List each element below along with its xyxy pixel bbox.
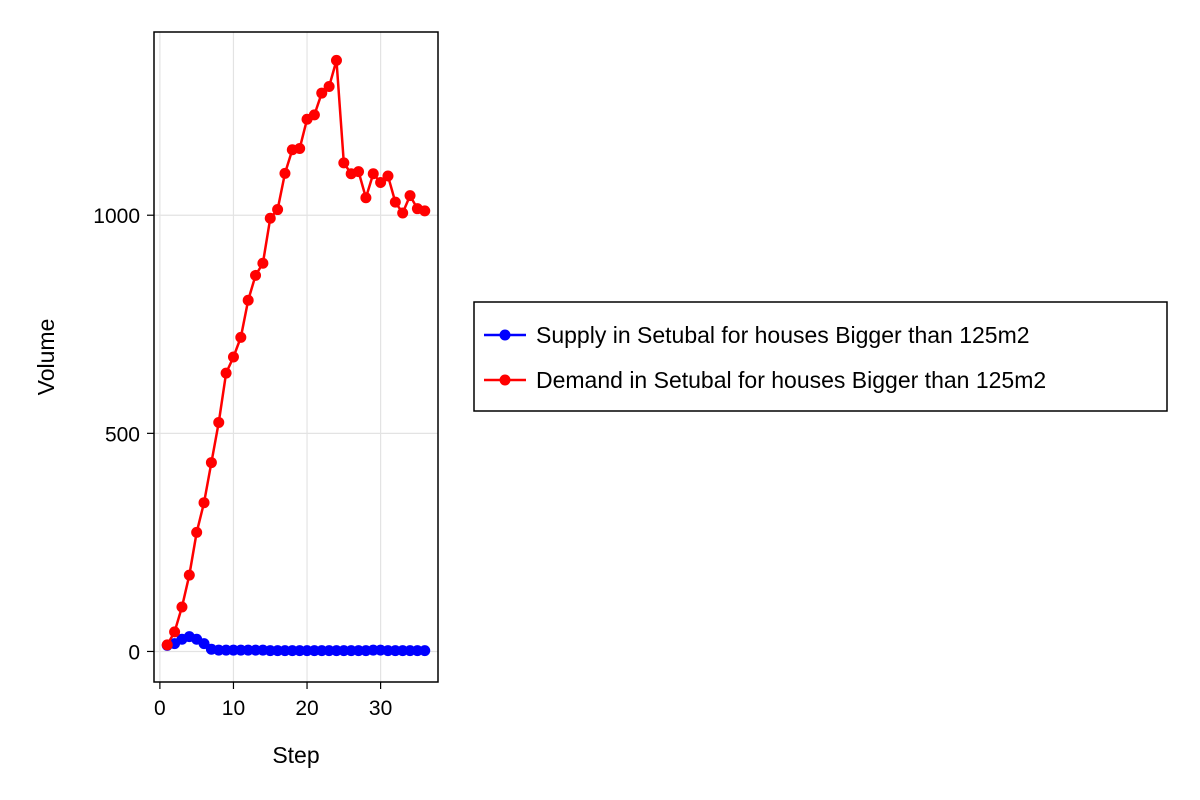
x-axis-label: Step (272, 742, 319, 768)
data-point (227, 351, 239, 363)
x-tick-label: 0 (154, 697, 166, 720)
data-point (235, 331, 247, 343)
legend: Supply in Setubal for houses Bigger than… (473, 301, 1168, 412)
x-tick-label: 20 (295, 697, 318, 720)
series-layer (161, 54, 431, 657)
legend-supply-label: Supply in Setubal for houses Bigger than… (536, 322, 1030, 348)
data-point (242, 294, 254, 306)
data-point (375, 177, 387, 188)
series-supply (161, 631, 431, 657)
data-point (257, 257, 269, 269)
data-point (404, 190, 416, 202)
plot-frame (153, 31, 439, 683)
data-point (419, 205, 431, 217)
legend-demand-marker (499, 374, 511, 386)
data-point (169, 626, 181, 638)
data-point (308, 109, 320, 121)
data-point (183, 569, 195, 581)
data-point (213, 416, 225, 428)
data-point (367, 168, 379, 180)
x-tick-label: 10 (222, 697, 245, 720)
data-point (397, 207, 409, 219)
data-point (198, 497, 210, 509)
y-axis: 0 500 1000 (93, 205, 154, 664)
data-point (316, 87, 328, 99)
data-point (330, 54, 342, 66)
data-point (389, 196, 401, 208)
data-point (419, 645, 431, 657)
data-point (360, 192, 372, 204)
y-tick-label: 0 (128, 641, 140, 664)
x-tick-label: 30 (369, 697, 392, 720)
data-point (191, 526, 203, 538)
data-point (264, 212, 276, 224)
data-point (205, 457, 217, 469)
data-point (338, 157, 350, 169)
x-axis: 0 10 20 30 (154, 682, 392, 720)
y-tick-label: 1000 (93, 205, 140, 228)
data-point (161, 639, 173, 651)
legend-demand-label: Demand in Setubal for houses Bigger than… (536, 367, 1046, 393)
legend-supply-marker (499, 329, 511, 341)
y-tick-label: 500 (105, 423, 140, 446)
data-point (220, 367, 232, 379)
grid-lines (154, 32, 438, 682)
data-point (272, 204, 284, 216)
data-point (279, 167, 291, 179)
data-point (353, 166, 365, 178)
series-demand (161, 54, 431, 651)
data-point (323, 81, 335, 93)
legend-frame (473, 301, 1168, 412)
data-point (382, 170, 394, 182)
y-axis-label: Volume (33, 319, 59, 396)
data-point (176, 601, 188, 613)
data-point (250, 269, 262, 281)
data-point (294, 142, 306, 154)
